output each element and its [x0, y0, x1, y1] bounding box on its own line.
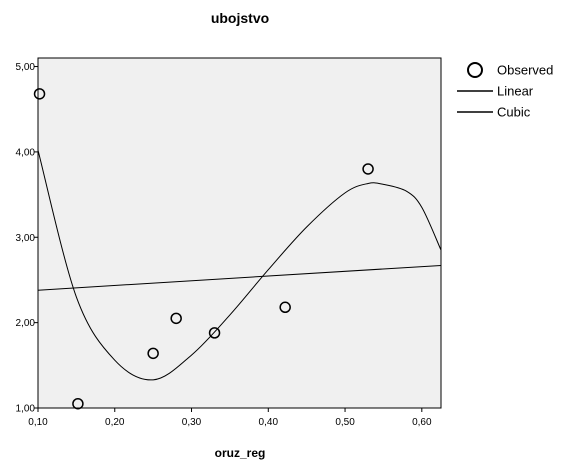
x-tick-label: 0,60	[412, 417, 432, 428]
legend: Observed Linear Cubic	[457, 62, 553, 120]
fit-lines	[38, 150, 441, 381]
observed-point	[208, 327, 221, 339]
y-tick-label: 5,00	[16, 62, 36, 73]
observed-point	[362, 163, 374, 175]
legend-label: Cubic	[497, 105, 531, 120]
legend-label: Observed	[497, 63, 553, 78]
plot-area	[37, 57, 442, 409]
y-tick-label: 3,00	[16, 233, 36, 244]
cubic-fit-curve	[38, 150, 441, 381]
y-tick-label: 4,00	[16, 147, 36, 158]
x-tick-label: 0,30	[182, 417, 202, 428]
legend-marker-observed	[467, 62, 483, 78]
y-axis: 1,00 2,00 3,00 4,00 5,00	[16, 62, 38, 415]
y-tick-label: 2,00	[16, 318, 36, 329]
x-axis: 0,10 0,20 0,30 0,40 0,50 0,60	[28, 408, 432, 428]
legend-label: Linear	[497, 84, 534, 99]
x-tick-label: 0,50	[335, 417, 355, 428]
linear-fit-line	[38, 264, 441, 291]
x-tick-label: 0,10	[28, 417, 48, 428]
observed-point	[147, 347, 159, 360]
observed-point	[279, 301, 291, 314]
chart-title: ubojstvo	[211, 10, 269, 26]
x-axis-title: oruz_reg	[215, 446, 266, 460]
observed-points	[33, 88, 374, 410]
observed-point	[33, 88, 46, 100]
x-tick-label: 0,20	[105, 417, 125, 428]
observed-point	[170, 312, 182, 325]
x-tick-label: 0,40	[259, 417, 279, 428]
observed-point	[72, 397, 84, 410]
y-tick-label: 1,00	[16, 404, 36, 415]
